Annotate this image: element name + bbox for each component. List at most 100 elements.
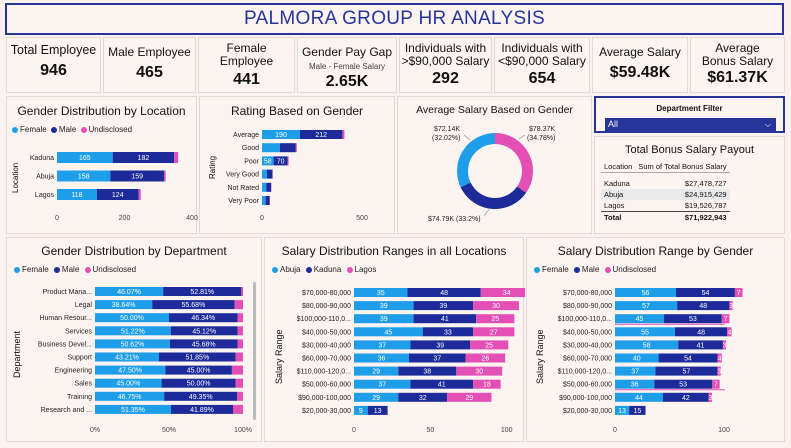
kpi-average-salary: Average Salary $59.48K: [592, 37, 688, 93]
data-label: 7: [737, 290, 741, 297]
bar-segment: [152, 300, 235, 310]
bar-segment: [169, 313, 238, 323]
data-label: 50.00%: [187, 381, 211, 388]
scrollbar[interactable]: [253, 282, 256, 420]
axis-tick-label: 100: [501, 427, 513, 434]
data-label: 4: [727, 329, 731, 336]
bar-segment: [615, 340, 679, 350]
axis-tick-label: 500: [356, 215, 368, 222]
legend-dot-abuja: [272, 266, 278, 273]
data-label: 53: [679, 382, 687, 389]
category-label: Engineering: [55, 368, 92, 375]
kpi-label: Total Employee: [10, 43, 97, 57]
bar-segment: [410, 340, 471, 350]
axis-tick-label: 0%: [90, 427, 100, 434]
kpi-over-90k: Individuals with >$90,000 Salary 292: [399, 37, 492, 93]
bar-segment: [241, 287, 243, 296]
legend-female: Female: [542, 265, 569, 274]
axis-tick-label: 50: [426, 427, 434, 434]
bar-segment: [717, 366, 721, 376]
bar-segment: [615, 392, 663, 402]
data-label: 39: [439, 303, 447, 310]
legend-male: Male: [581, 265, 600, 274]
category-label: Research and ...: [41, 407, 92, 414]
donut-label: (32.02%): [432, 135, 460, 142]
legend-dot-undisclosed: [80, 126, 87, 133]
category-label: $50,000-60,000: [302, 382, 351, 389]
data-label: 37: [631, 369, 639, 376]
category-label: Lagos: [35, 192, 55, 199]
leader-line: [483, 207, 491, 217]
data-label: 55.68%: [182, 302, 206, 309]
data-label: 42: [682, 395, 690, 402]
bar-segment: [57, 152, 113, 163]
bar-segment: [398, 366, 457, 376]
bar-segment: [262, 169, 267, 179]
axis-tick-label: 0: [613, 427, 617, 434]
table-cell: $19,526,787: [684, 201, 727, 210]
data-label: 4: [718, 356, 722, 363]
bar-segment: [447, 392, 492, 402]
bar-segment: [473, 327, 515, 337]
data-label: 30: [492, 303, 500, 310]
data-label: 190: [275, 132, 287, 139]
legend-female: Female: [20, 125, 47, 134]
bar-segment: [354, 405, 368, 415]
data-label: 26: [481, 356, 489, 363]
table-row: Abuja $24,915,429: [601, 189, 730, 200]
bar-segment: [110, 170, 164, 182]
bar-segment: [470, 340, 509, 350]
chart-salary-gender: $70,000-80,000 56 54 7 $80,000-90,000 57 48 3 $1…: [558, 288, 743, 434]
bar-segment: [262, 182, 267, 192]
table-cell: $27,478,727: [684, 179, 727, 188]
data-label: 39: [380, 303, 388, 310]
legend-undisclosed: Undisclosed: [612, 265, 657, 274]
kpi-sub: Male - Female Salary: [308, 62, 386, 71]
donut-label: $74.79K (33.2%): [428, 216, 481, 223]
kpi-value: $59.48K: [609, 64, 671, 81]
data-label: 44: [635, 395, 643, 402]
department-select[interactable]: All ⌵: [605, 118, 776, 131]
bar-segment: [354, 392, 399, 402]
data-label: 48: [440, 290, 448, 297]
data-label: 7: [724, 316, 728, 323]
chevron-down-icon: ⌵: [764, 120, 771, 129]
legend-dot-lagos: [346, 266, 353, 273]
bar-segment: [712, 379, 720, 389]
data-label: 48: [699, 303, 707, 310]
bar-segment: [354, 379, 411, 389]
axis-tick-label: 0: [352, 427, 356, 434]
data-label: 45.00%: [187, 368, 211, 375]
bar-segment: [112, 152, 175, 163]
bar-segment: [722, 340, 727, 350]
bar-segment: [422, 327, 474, 337]
data-label: 29: [372, 395, 380, 402]
category-label: $60,000-70,000: [302, 356, 351, 363]
bar-segment: [615, 379, 655, 389]
chart-rating-gender: Average 190 212 Good Poor 58 70 Very Good Not Ra…: [226, 130, 368, 222]
kpi-label: Individuals with >$90,000 Salary: [401, 41, 490, 68]
table-cell: $71,922,943: [635, 211, 730, 223]
bar-segment: [95, 326, 171, 336]
axis-tick-label: 50%: [162, 427, 176, 434]
bar-segment: [279, 143, 296, 153]
data-label: 124: [112, 192, 124, 199]
bar-segment: [95, 313, 169, 323]
table-cell: Lagos: [604, 201, 625, 210]
bar-segment: [717, 353, 722, 363]
bar-segment: [615, 353, 659, 363]
data-label: 39: [436, 342, 444, 349]
column-header: Sum of Total Bonus Salary: [635, 161, 730, 173]
data-label: 37: [433, 356, 441, 363]
axis-tick-label: 0: [260, 215, 264, 222]
category-label: $90,000-100,000: [559, 395, 612, 402]
kpi-label: Male Employee: [108, 45, 191, 59]
legend-kaduna: Kaduna: [313, 265, 342, 274]
data-label: 46.75%: [118, 394, 142, 401]
bar-segment: [265, 196, 270, 205]
category-label: $80,000-90,000: [563, 303, 612, 310]
category-label: Business Devel...: [38, 341, 92, 348]
bar-segment: [138, 189, 141, 200]
chart-title: Salary Distribution Ranges in all Locati…: [281, 244, 507, 258]
bar-segment: [476, 314, 515, 324]
